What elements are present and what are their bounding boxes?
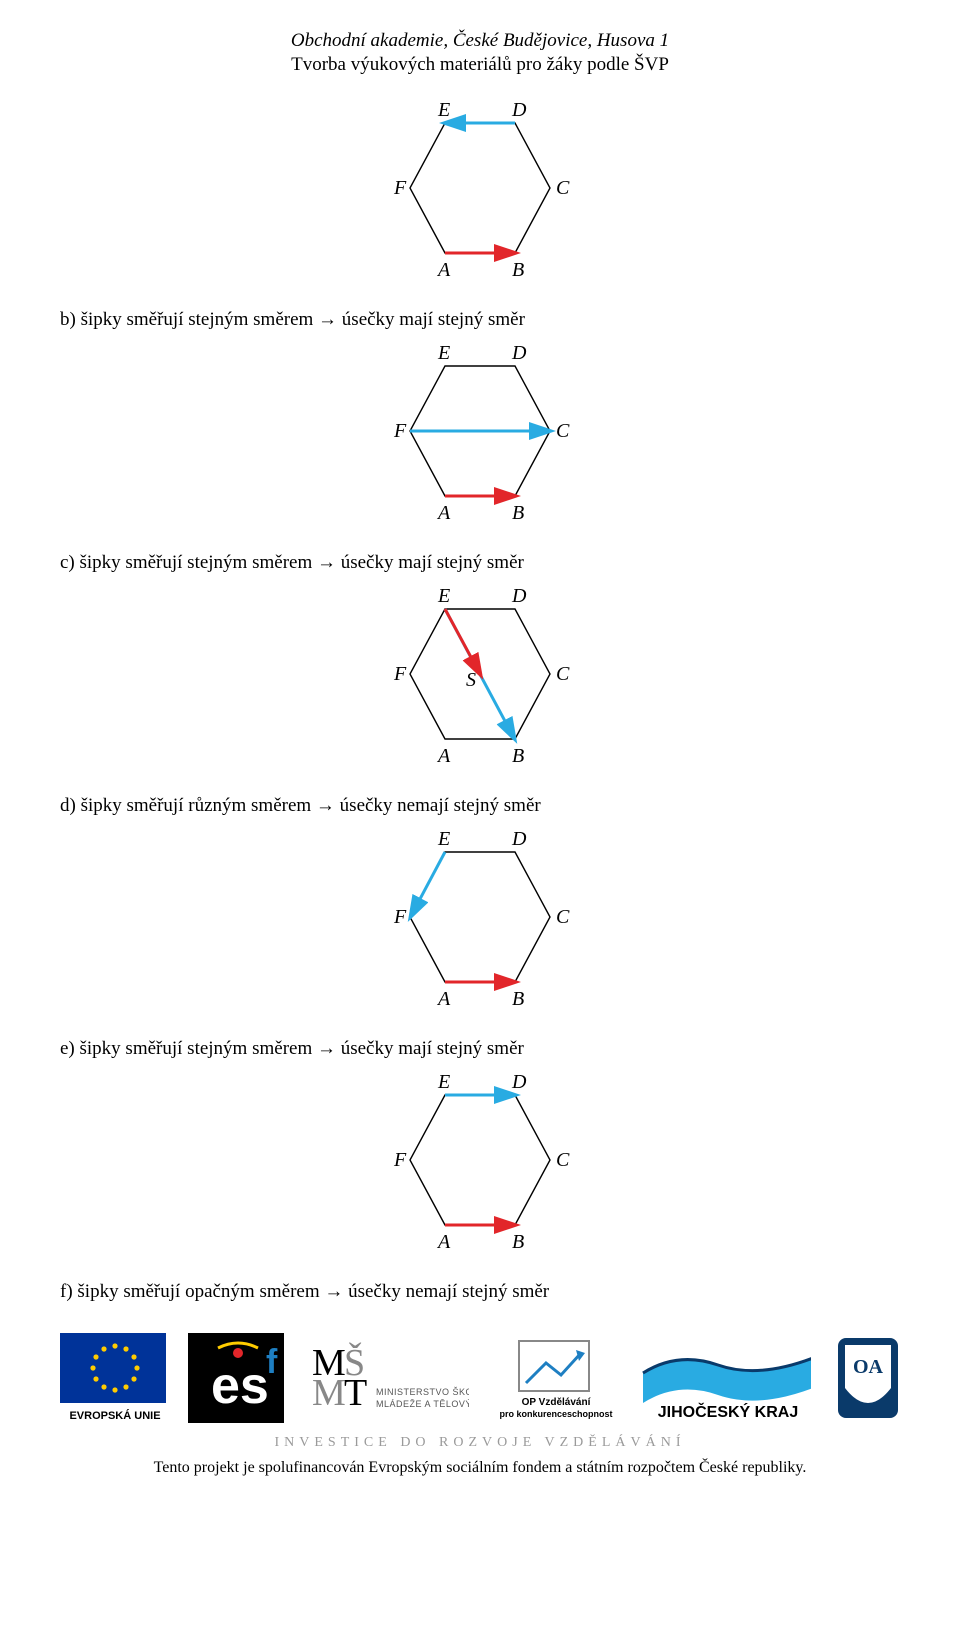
msmt-line-2: MLÁDEŽE A TĚLOVÝCHOVY [376, 1399, 469, 1409]
hexagon-3: E D F S C A B [60, 574, 900, 789]
label-S: S [466, 669, 476, 691]
label-E: E [437, 585, 450, 607]
label-A: A [436, 745, 451, 767]
label-D: D [511, 99, 527, 121]
kraj-logo-icon: JIHOČESKÝ KRAJ [638, 1333, 811, 1423]
label-F: F [393, 906, 407, 928]
label-D: D [511, 585, 527, 607]
label-B: B [512, 988, 524, 1010]
label-A: A [436, 1231, 451, 1253]
hexagon-4: E D F C A B [60, 817, 900, 1032]
label-C: C [556, 177, 570, 199]
op-line-2: pro konkurenceschopnost [499, 1409, 612, 1419]
hexagon-5: E D F C A B [60, 1060, 900, 1275]
label-E: E [437, 342, 450, 364]
svg-text:f: f [266, 1343, 278, 1381]
esf-logo-icon: es f [188, 1333, 284, 1423]
item-f-text: f) šipky směřují opačným směrem → úsečky… [60, 1281, 900, 1303]
svg-text:M: M [312, 1372, 346, 1414]
label-D: D [511, 828, 527, 850]
label-E: E [437, 99, 450, 121]
footer-tagline: INVESTICE DO ROZVOJE VZDĚLÁVÁNÍ [60, 1435, 900, 1451]
label-B: B [512, 502, 524, 524]
svg-text:T: T [344, 1372, 367, 1414]
label-A: A [436, 988, 451, 1010]
label-A: A [436, 502, 451, 524]
label-F: F [393, 663, 407, 685]
footer: EVROPSKÁ UNIE es f M Š M T MINISTERSTVO … [60, 1333, 900, 1477]
footer-note: Tento projekt je spolufinancován Evropsk… [60, 1459, 900, 1477]
label-F: F [393, 420, 407, 442]
msmt-line-1: MINISTERSTVO ŠKOLSTVÍ, [376, 1387, 469, 1397]
label-C: C [556, 663, 570, 685]
oa-emblem-icon: OA [833, 1333, 900, 1423]
label-C: C [556, 906, 570, 928]
label-E: E [437, 1071, 450, 1093]
label-E: E [437, 828, 450, 850]
label-C: C [556, 420, 570, 442]
svg-text:OA: OA [853, 1356, 884, 1378]
label-B: B [512, 1231, 524, 1253]
hexagon-1: E D F C A B [60, 88, 900, 303]
label-C: C [556, 1149, 570, 1171]
msmt-logo-icon: M Š M T MINISTERSTVO ŠKOLSTVÍ, MLÁDEŽE A… [306, 1333, 469, 1423]
header-line-2: Tvorba výukových materiálů pro žáky podl… [60, 54, 900, 76]
label-D: D [511, 342, 527, 364]
label-D: D [511, 1071, 527, 1093]
logo-row: EVROPSKÁ UNIE es f M Š M T MINISTERSTVO … [60, 1333, 900, 1423]
page: Obchodní akademie, České Budějovice, Hus… [0, 0, 960, 1517]
item-d-text: d) šipky směřují různým směrem → úsečky … [60, 795, 900, 817]
op-logo-icon: OP Vzdělávání pro konkurenceschopnost [491, 1333, 616, 1423]
eu-logo-icon: EVROPSKÁ UNIE [60, 1333, 166, 1423]
label-F: F [393, 177, 407, 199]
header-line-1: Obchodní akademie, České Budějovice, Hus… [60, 30, 900, 52]
svg-text:es: es [211, 1357, 269, 1415]
label-A: A [436, 259, 451, 281]
eu-label: EVROPSKÁ UNIE [69, 1409, 160, 1422]
label-F: F [393, 1149, 407, 1171]
label-B: B [512, 259, 524, 281]
kraj-label: JIHOČESKÝ KRAJ [658, 1402, 798, 1421]
hexagon-2: E D F C A B [60, 331, 900, 546]
label-B: B [512, 745, 524, 767]
item-b-text: b) šipky směřují stejným směrem → úsečky… [60, 309, 900, 331]
item-e-text: e) šipky směřují stejným směrem → úsečky… [60, 1038, 900, 1060]
item-c-text: c) šipky směřují stejným směrem → úsečky… [60, 552, 900, 574]
op-line-1: OP Vzdělávání [522, 1397, 592, 1408]
